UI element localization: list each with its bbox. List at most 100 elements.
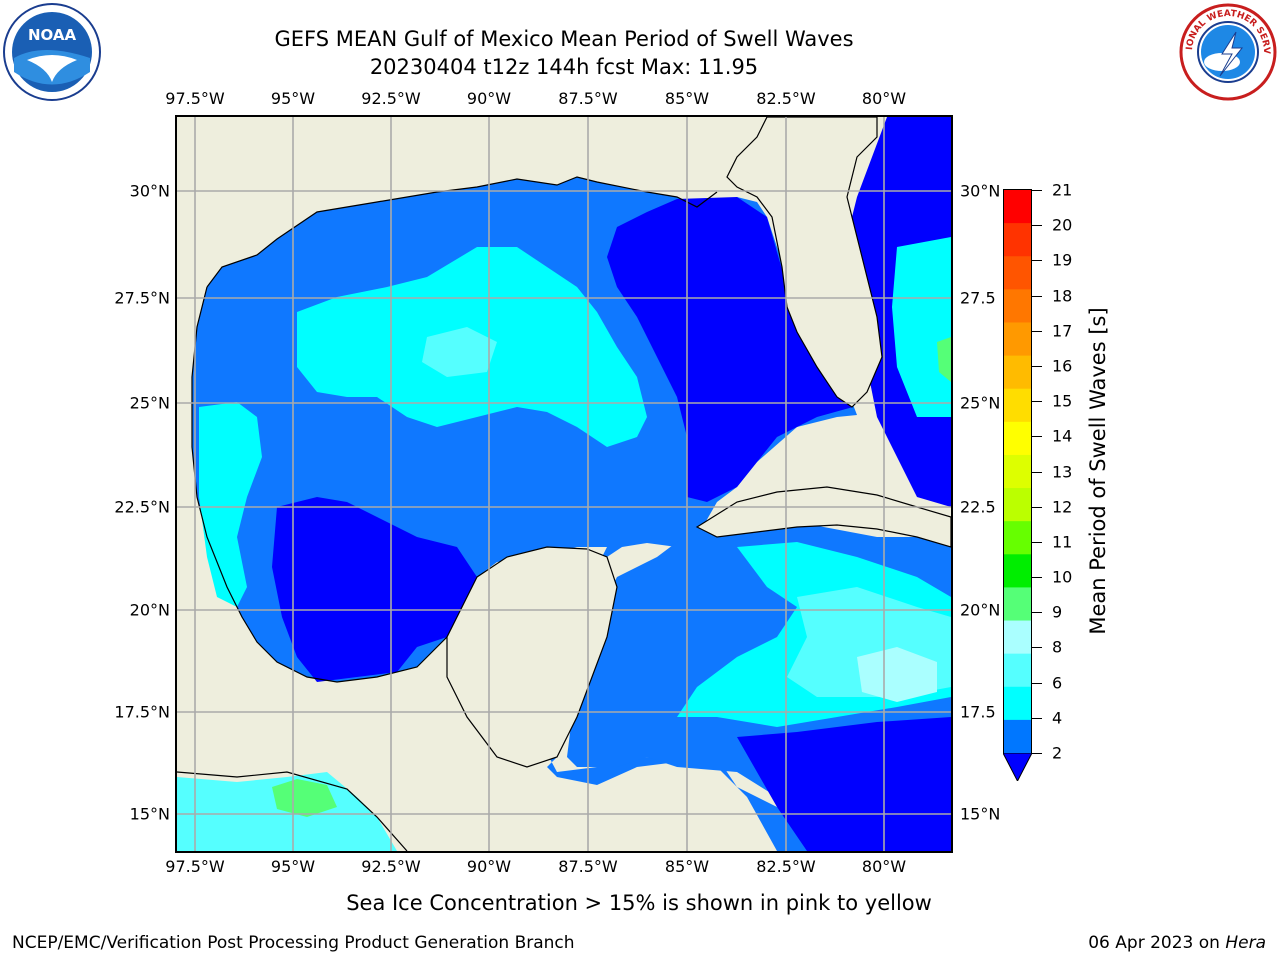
colorbar-tick-mark [1032,225,1042,227]
colorbar-tick-label: 11 [1052,532,1073,552]
lon-label-bottom: 97.5°W [165,857,225,876]
colorbar-tick-mark [1032,647,1042,649]
lat-label-left: 17.5°N [114,702,170,722]
lon-label-bottom: 82.5°W [756,857,816,876]
lon-label-top: 97.5°W [165,89,225,108]
colorbar-segment [1004,554,1031,588]
cyan-atlantic [892,237,951,417]
green-atlantic [937,337,951,382]
colorbar-tick-mark [1032,682,1042,684]
colorbar-tick-mark [1032,190,1042,191]
colorbar-segment [1004,521,1031,555]
lon-label-top: 85°W [664,89,710,108]
run-date-text: 06 Apr 2023 on [1088,933,1226,953]
colorbar-tick-mark [1032,753,1042,754]
colorbar-segment [1004,620,1031,655]
colorbar-tick-label: 15 [1052,391,1073,411]
colorbar-tick-mark [1032,506,1042,508]
green-pacific [272,779,337,817]
us-coastline [206,176,718,288]
colorbar-tick-mark [1032,365,1042,367]
lat-label-left: 15°N [129,804,170,824]
lon-label-top: 82.5°W [756,89,816,108]
lat-label-left: 20°N [129,600,170,620]
colorbar-segment [1004,587,1031,622]
map-panel[interactable] [175,115,953,853]
lon-label-bottom: 80°W [861,857,907,876]
colorbar-segment [1004,355,1031,390]
lon-label-top: 92.5°W [361,89,421,108]
colorbar-tick-mark [1032,612,1042,614]
lat-label-left: 30°N [129,181,170,201]
colorbar-segment [1004,421,1031,456]
colorbar-tick-label: 19 [1052,250,1073,270]
colorbar-tick-label: 16 [1052,356,1073,376]
lon-label-top: 95°W [270,89,316,108]
colorbar-segment [1004,488,1031,522]
lat-label-left: 25°N [129,393,170,413]
colorbar-tick-label: 2 [1052,743,1063,763]
colorbar-segment [1004,653,1031,688]
colorbar-segment [1004,388,1031,423]
colorbar-underflow-triangle [1003,753,1032,781]
colorbar-segment [1004,322,1031,357]
colorbar-tick-label: 14 [1052,426,1073,446]
lat-label-left: 27.5°N [114,288,170,308]
lat-label-right: 22.5 [960,497,996,517]
colorbar-segment [1004,454,1031,489]
map-subtitle: 20230404 t12z 144h fcst Max: 11.95 [369,55,759,79]
colorbar-tick-label: 17 [1052,321,1073,341]
run-date: 06 Apr 2023 on Hera [1088,933,1266,953]
colorbar [1003,189,1032,754]
colorbar-tick-mark [1032,401,1042,403]
lon-label-bottom: 87.5°W [558,857,618,876]
noaa-logo: NOAA [3,3,101,101]
lon-label-top: 90°W [466,89,512,108]
lat-label-right: 30°N [960,181,1001,201]
producer-credit: NCEP/EMC/Verification Post Processing Pr… [12,933,575,953]
light-cyan-central [422,327,497,377]
colorbar-tick-mark [1032,260,1042,262]
lon-label-bottom: 92.5°W [361,857,421,876]
colorbar-tick-label: 20 [1052,215,1073,235]
colorbar-tick-mark [1032,330,1042,332]
map-title: GEFS MEAN Gulf of Mexico Mean Period of … [274,27,854,51]
deep-water-east [607,197,853,502]
colorbar-tick-label: 21 [1052,180,1073,200]
colorbar-tick-label: 8 [1052,637,1063,657]
colorbar-label: Mean Period of Swell Waves [s] [1086,307,1110,635]
deep-water-caribbean-south [737,717,951,851]
colorbar-tick-label: 6 [1052,673,1063,693]
lon-label-bottom: 90°W [466,857,512,876]
lat-label-right: 20°N [960,600,1001,620]
central-america-coastline [177,771,408,851]
florida-land [726,117,883,408]
colorbar-tick-mark [1032,436,1042,438]
colorbar-segment [1004,223,1031,257]
pale-cyan-caribbean [857,647,937,702]
colorbar-tick-mark [1032,471,1042,473]
colorbar-segment [1004,289,1031,323]
colorbar-tick-label: 13 [1052,462,1073,481]
lon-label-top: 80°W [861,89,907,108]
lat-label-right: 25°N [960,393,1001,413]
map-svg [177,117,951,851]
lat-label-left: 22.5°N [114,497,170,517]
sea-ice-note: Sea Ice Concentration > 15% is shown in … [346,891,932,915]
noaa-logo-text: NOAA [28,26,77,44]
host-name: Hera [1225,933,1266,953]
colorbar-segment [1004,190,1031,224]
colorbar-tick-mark [1032,295,1042,297]
mexico-coastline [191,286,448,683]
lon-label-bottom: 85°W [664,857,710,876]
colorbar-segment [1004,719,1031,753]
nws-logo: NATIONAL WEATHER SERVICE [1178,2,1277,101]
lat-label-right: 27.5 [960,288,996,308]
deep-water-southwest [272,497,477,682]
colorbar-tick-mark [1032,577,1042,579]
lon-label-top: 87.5°W [558,89,618,108]
colorbar-tick-label: 12 [1052,497,1073,517]
colorbar-segment [1004,686,1031,721]
colorbar-segment [1004,256,1031,290]
graticule [177,117,951,851]
